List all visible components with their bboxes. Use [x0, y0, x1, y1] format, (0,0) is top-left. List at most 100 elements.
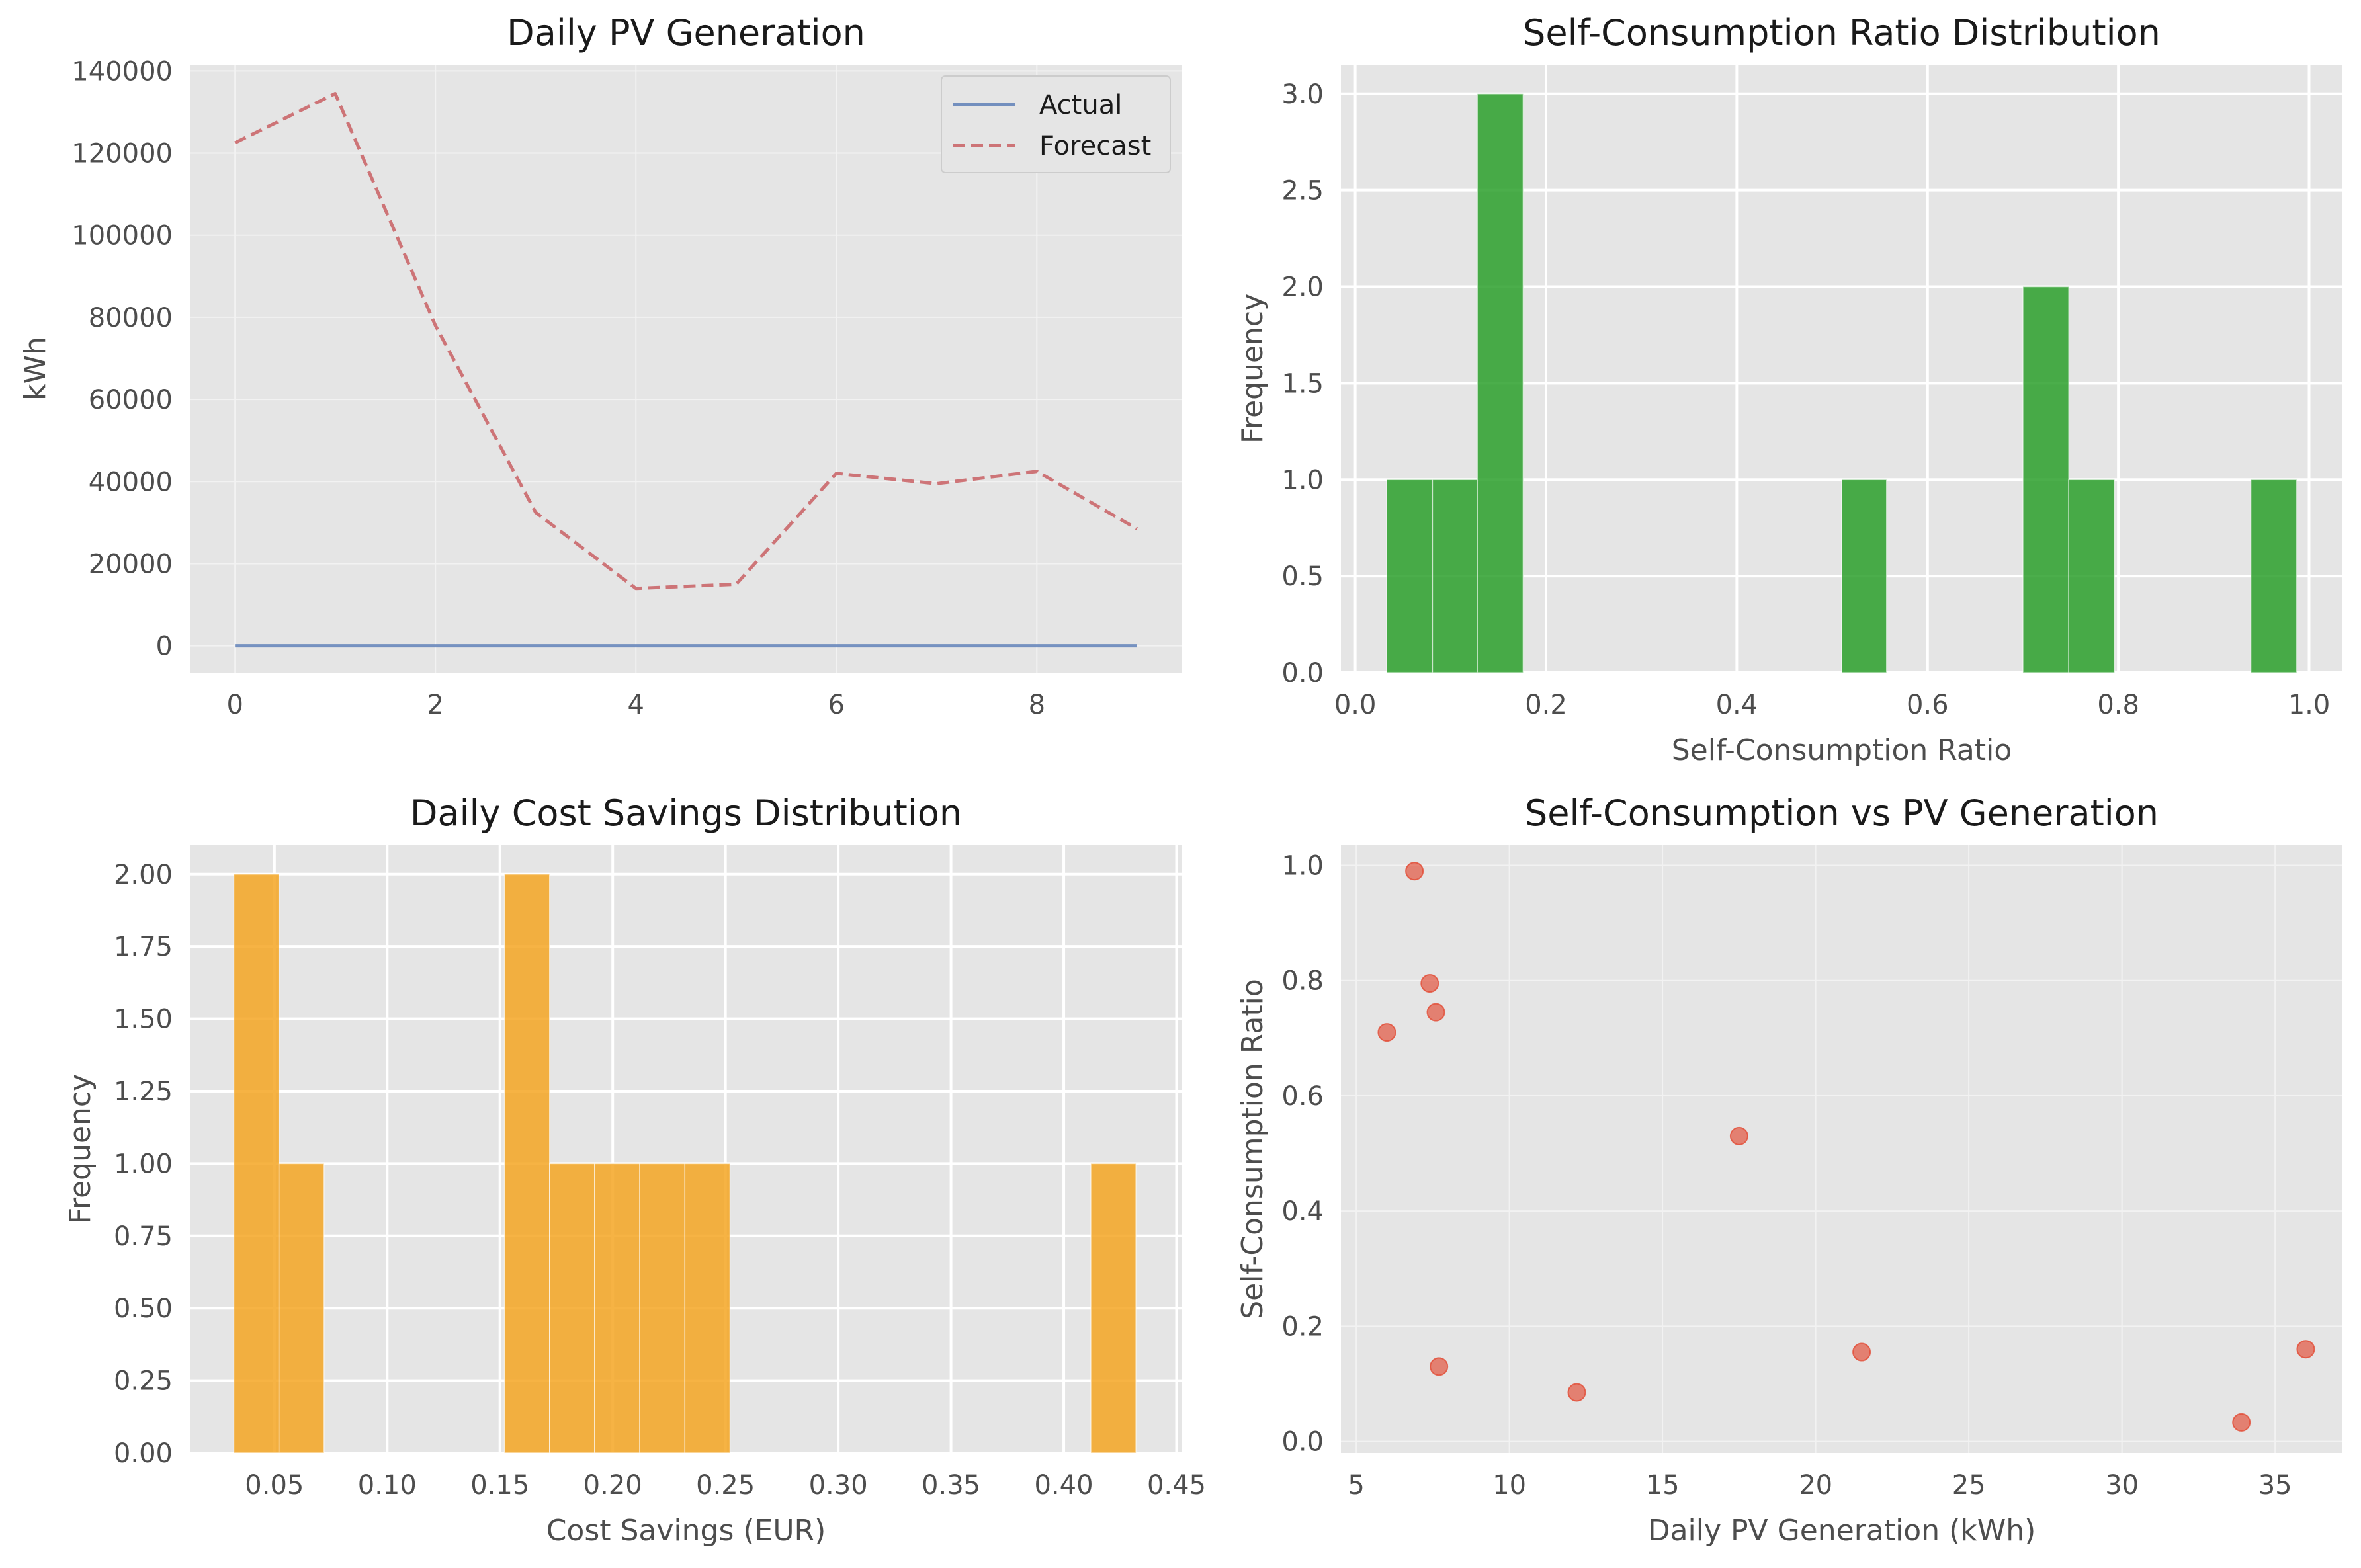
y-tick-label: 1.0	[1281, 465, 1324, 495]
histogram-bar	[1432, 479, 1478, 673]
x-tick-label: 0.20	[583, 1470, 642, 1501]
x-tick-label: 6	[828, 690, 845, 720]
x-tick-label: 4	[628, 690, 644, 720]
scatter-point	[1405, 862, 1424, 881]
scatter-point	[2232, 1413, 2251, 1432]
y-tick-label: 0.00	[114, 1438, 173, 1469]
y-tick-label: 140000	[71, 56, 173, 87]
y-tick-label: 0.25	[114, 1366, 173, 1397]
chart-panel-1: 0.0 0.2 0.4 0.6 0.8 1.0 0.0 0.5 1.0 1.5 2.0 2.5 3.0 S…	[1236, 12, 2342, 767]
x-tick-label: 10	[1492, 1470, 1526, 1501]
x-tick-label: 0.8	[2097, 690, 2139, 720]
y-tick-label: 40000	[89, 467, 173, 497]
y-tick-label: 0.4	[1281, 1196, 1324, 1227]
y-tick-label: 0.5	[1281, 561, 1324, 592]
y-tick-label: 1.00	[114, 1149, 173, 1179]
series-line-forecast	[234, 91, 1138, 591]
y-tick-label: 80000	[89, 303, 173, 333]
x-tick-label: 30	[2105, 1470, 2139, 1501]
y-tick-label: 1.5	[1281, 368, 1324, 399]
y-tick-label: 0	[156, 632, 173, 662]
x-tick-label: 35	[2258, 1470, 2292, 1501]
histogram-bar	[1386, 479, 1434, 673]
histogram-bar	[639, 1163, 686, 1454]
histogram-bar	[1841, 479, 1887, 673]
x-tick-label: 0.4	[1716, 690, 1758, 720]
histogram-bar	[233, 874, 280, 1454]
x-tick-label: 0.10	[358, 1470, 417, 1501]
x-tick-label: 0.0	[1334, 690, 1377, 720]
y-tick-label: 2.00	[114, 860, 173, 890]
y-axis-label: Frequency	[64, 1074, 97, 1224]
x-tick-label: 0.2	[1525, 690, 1567, 720]
y-tick-label: 0.0	[1281, 658, 1324, 688]
y-tick-label: 3.0	[1281, 79, 1324, 110]
plot-area	[1341, 845, 2342, 1453]
x-tick-label: 0.15	[470, 1470, 529, 1501]
x-tick-label: 20	[1799, 1470, 1832, 1501]
x-tick-label: 0.40	[1034, 1470, 1093, 1501]
x-tick-label: 0.45	[1147, 1470, 1206, 1501]
y-tick-label: 0.2	[1281, 1311, 1324, 1342]
x-axis-label: Cost Savings (EUR)	[546, 1514, 826, 1547]
y-tick-label: 100000	[71, 221, 173, 251]
x-tick-label: 5	[1348, 1470, 1364, 1501]
x-tick-label: 0.05	[245, 1470, 304, 1501]
histogram-bar	[594, 1163, 640, 1454]
y-tick-label: 1.0	[1281, 850, 1324, 881]
legend-label: Actual	[1039, 90, 1122, 120]
scatter-point	[1852, 1342, 1871, 1362]
histogram-bar	[1477, 93, 1524, 673]
y-tick-label: 0.8	[1281, 966, 1324, 997]
y-tick-label: 2.5	[1281, 176, 1324, 206]
x-tick-label: 25	[1952, 1470, 1986, 1501]
histogram-bar	[503, 874, 550, 1454]
y-tick-label: 1.75	[114, 932, 173, 962]
y-axis-label: Frequency	[1236, 294, 1269, 444]
y-tick-label: 20000	[89, 549, 173, 579]
x-axis-label: Daily PV Generation (kWh)	[1648, 1514, 2036, 1547]
histogram-bar	[278, 1163, 325, 1454]
scatter-point	[1567, 1383, 1586, 1402]
x-tick-label: 8	[1029, 690, 1045, 720]
y-tick-label: 1.25	[114, 1077, 173, 1107]
y-tick-label: 0.0	[1281, 1427, 1324, 1458]
y-tick-label: 0.6	[1281, 1081, 1324, 1112]
scatter-point	[1430, 1357, 1449, 1376]
scatter-point	[1377, 1023, 1396, 1042]
y-tick-label: 120000	[71, 139, 173, 169]
scatter-point	[1729, 1126, 1748, 1145]
histogram-bar	[1090, 1163, 1137, 1454]
histogram-bar	[2250, 479, 2297, 673]
chart-title: Daily Cost Savings Distribution	[410, 792, 962, 834]
x-tick-label: 0.25	[696, 1470, 755, 1501]
chart-panel-2: 0.05 0.10 0.15 0.20 0.25 0.30 0.35 0.40 0.45 0.00…	[64, 792, 1206, 1547]
y-axis-label: kWh	[19, 337, 52, 401]
histogram-bar	[2022, 286, 2069, 673]
histogram-bar	[2068, 479, 2116, 673]
x-tick-label: 0.30	[809, 1470, 868, 1501]
x-tick-label: 0.6	[1907, 690, 1949, 720]
chart-panel-0: 0 2 4 6 8 0 20000 40000 60000 80000 100000 120000 14…	[19, 12, 1182, 720]
y-tick-label: 60000	[89, 385, 173, 415]
scatter-point	[1420, 974, 1439, 993]
histogram-bar	[684, 1163, 731, 1454]
chart-title: Self-Consumption Ratio Distribution	[1523, 12, 2161, 54]
y-tick-label: 0.75	[114, 1221, 173, 1252]
x-tick-label: 0.35	[922, 1470, 980, 1501]
legend-label: Forecast	[1039, 131, 1151, 161]
x-tick-label: 15	[1646, 1470, 1680, 1501]
chart-panel-3: 5 10 15 20 25 30 35 0.0 0.2 0.4 0.6 0.8 1.0 Self-Cons…	[1236, 792, 2342, 1547]
chart-title: Daily PV Generation	[507, 12, 865, 54]
y-axis-label: Self-Consumption Ratio	[1236, 979, 1269, 1319]
x-tick-label: 1.0	[2288, 690, 2331, 720]
x-tick-label: 2	[427, 690, 443, 720]
y-tick-label: 0.50	[114, 1294, 173, 1324]
chart-title: Self-Consumption vs PV Generation	[1525, 792, 2159, 834]
histogram-bar	[549, 1163, 595, 1454]
scatter-point	[2296, 1340, 2315, 1359]
scatter-point	[1426, 1003, 1445, 1022]
x-tick-label: 0	[226, 690, 243, 720]
x-axis-label: Self-Consumption Ratio	[1672, 733, 2012, 767]
